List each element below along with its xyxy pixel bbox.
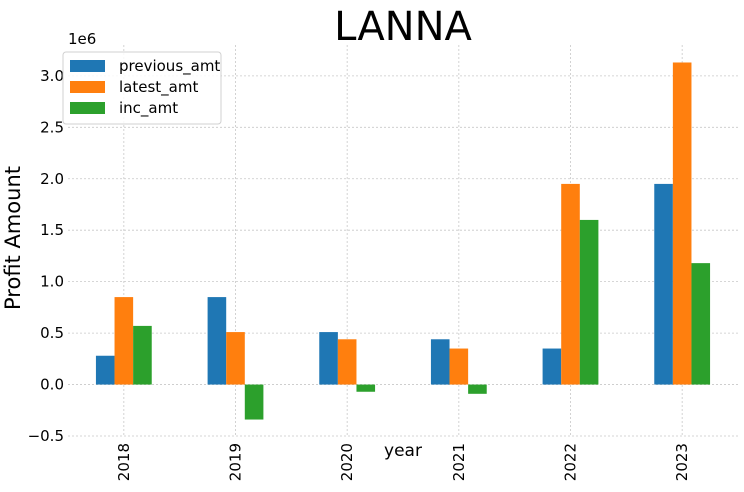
y-tick-label: 3.0 xyxy=(40,67,64,85)
bar-latest_amt xyxy=(337,339,357,385)
legend-swatch xyxy=(70,81,105,93)
bar-previous_amt xyxy=(542,348,562,385)
legend-swatch xyxy=(70,102,105,114)
y-tick-labels: −0.5 0.0 0.5 1.0 1.5 2.0 2.5 3.0 xyxy=(28,67,64,445)
x-axis-label: year xyxy=(384,441,422,461)
y-axis-label: Profit Amount xyxy=(1,166,25,310)
bar-inc_amt xyxy=(691,263,711,385)
legend-label: inc_amt xyxy=(119,99,178,118)
y-tick-label: 1.0 xyxy=(40,273,64,291)
chart-title: LANNA xyxy=(334,4,472,50)
bar-inc_amt xyxy=(579,219,599,385)
x-tick-label: 2018 xyxy=(115,443,133,481)
bar-previous_amt xyxy=(207,297,227,385)
y-tick-label: 2.5 xyxy=(40,118,64,136)
legend-label: previous_amt xyxy=(119,57,220,76)
legend-swatch xyxy=(70,60,105,72)
y-tick-label: 2.0 xyxy=(40,170,64,188)
bar-previous_amt xyxy=(319,332,338,385)
bar-previous_amt xyxy=(430,339,450,385)
bar-latest_amt xyxy=(449,348,469,385)
x-tick-label: 2019 xyxy=(227,443,245,481)
y-tick-label: 1.5 xyxy=(40,221,64,239)
y-tick-label: 0.0 xyxy=(40,376,64,394)
bar-latest_amt xyxy=(561,183,580,385)
x-tick-label: 2020 xyxy=(338,443,356,481)
legend: previous_amt latest_amt inc_amt xyxy=(62,51,222,125)
bars xyxy=(95,62,711,420)
y-tick-label: −0.5 xyxy=(28,427,64,445)
y-offset-label: 1e6 xyxy=(68,30,96,48)
x-tick-label: 2021 xyxy=(450,443,468,481)
bar-latest_amt xyxy=(114,297,134,385)
bar-previous_amt xyxy=(654,183,673,385)
bar-previous_amt xyxy=(95,355,115,385)
bar-inc_amt xyxy=(244,384,264,420)
x-tick-label: 2022 xyxy=(562,443,580,481)
bar-inc_amt xyxy=(356,384,376,392)
legend-label: latest_amt xyxy=(119,78,198,97)
bar-latest_amt xyxy=(672,62,692,385)
x-tick-labels: 2018 2019 2020 2021 2022 2023 xyxy=(115,443,691,481)
x-tick-label: 2023 xyxy=(673,443,691,481)
y-tick-label: 0.5 xyxy=(40,324,64,342)
bar-inc_amt xyxy=(133,325,152,385)
bar-inc_amt xyxy=(468,384,487,394)
bar-latest_amt xyxy=(226,332,245,385)
